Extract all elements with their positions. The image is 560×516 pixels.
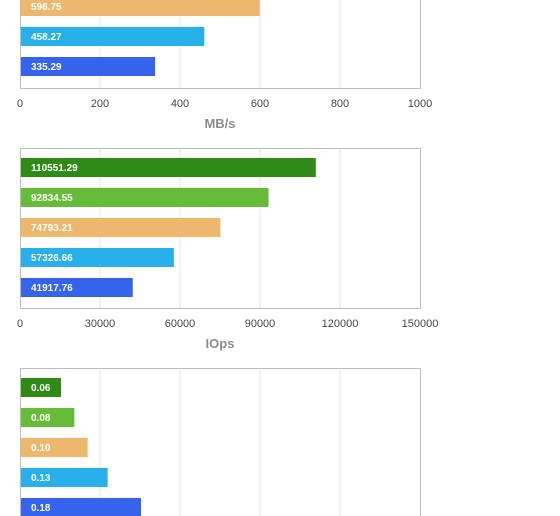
throughput-plot-frame (20, 0, 421, 89)
throughput-x-tick-label: 600 (251, 98, 269, 110)
chart-iops-xlabel: IOps (205, 336, 235, 351)
iops-bar-value-label: 92834.55 (31, 193, 73, 204)
iops-x-tick-label: 120000 (322, 318, 359, 330)
latency-bar (21, 408, 75, 427)
iops-x-tick-label: 30000 (85, 318, 116, 330)
throughput-bar (21, 27, 205, 46)
iops-bar (21, 278, 133, 297)
throughput-bar-value-label: 596.75 (31, 2, 62, 13)
throughput-x-tick-label: 800 (331, 98, 349, 110)
chart-throughput-xlabel: MB/s (204, 116, 236, 131)
iops-bar (21, 218, 221, 237)
latency-bar (21, 438, 88, 457)
iops-x-tick-label: 60000 (165, 318, 196, 330)
throughput-x-tick-label: 1000 (408, 98, 432, 110)
iops-x-tick-label: 0 (17, 318, 23, 330)
chart-throughput: 596.75 458.27 335.29 0 200 400 600 800 1000 MB/s (0, 0, 560, 140)
latency-bar (21, 468, 108, 487)
iops-x-tick-label: 90000 (245, 318, 276, 330)
iops-bar-value-label: 41917.76 (31, 283, 73, 294)
iops-bar-value-label: 74793.21 (31, 223, 73, 234)
throughput-bar-value-label: 458.27 (31, 32, 62, 43)
throughput-bar (21, 0, 260, 16)
latency-bar-value-label: 0.13 (31, 473, 51, 484)
latency-plot-frame (20, 368, 421, 516)
iops-bar (21, 248, 174, 267)
throughput-bar (21, 57, 156, 76)
latency-bar-value-label: 0.10 (31, 443, 51, 454)
throughput-x-tick-label: 0 (17, 98, 23, 110)
chart-iops: 110551.29 92834.55 74793.21 57326.66 41917.7… (17, 148, 439, 351)
iops-plot-frame (20, 148, 421, 309)
iops-x-tick-label: 150000 (402, 318, 439, 330)
iops-bar-value-label: 57326.66 (31, 253, 73, 264)
iops-bar (21, 158, 316, 177)
latency-bar-value-label: 0.08 (31, 413, 51, 424)
latency-bar-value-label: 0.18 (31, 503, 51, 514)
throughput-x-tick-label: 200 (91, 98, 109, 110)
throughput-x-tick-label: 400 (171, 98, 189, 110)
chart-throughput-plot: 596.75 458.27 335.29 0 200 400 600 800 1000 (17, 0, 432, 110)
latency-bar-value-label: 0.06 (31, 383, 51, 394)
latency-bar (21, 378, 61, 397)
iops-bar (21, 188, 269, 207)
throughput-bar-value-label: 335.29 (31, 62, 62, 73)
latency-bar (21, 498, 141, 516)
iops-bar-value-label: 110551.29 (31, 163, 78, 174)
chart-iops-plot: 110551.29 92834.55 74793.21 57326.66 41917.7… (17, 148, 439, 330)
